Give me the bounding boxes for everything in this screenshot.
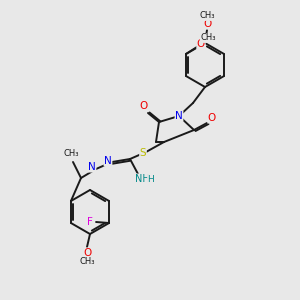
- Text: O: O: [203, 19, 211, 29]
- Text: O: O: [140, 101, 148, 111]
- Text: O: O: [83, 248, 91, 258]
- Text: N: N: [88, 162, 96, 172]
- Text: H: H: [148, 175, 154, 184]
- Text: O: O: [197, 39, 205, 49]
- Text: O: O: [208, 113, 216, 123]
- Text: N: N: [175, 111, 183, 121]
- Text: N: N: [104, 156, 112, 166]
- Text: CH₃: CH₃: [63, 149, 79, 158]
- Text: NH: NH: [135, 174, 149, 184]
- Text: CH₃: CH₃: [200, 34, 216, 43]
- Text: S: S: [140, 148, 146, 158]
- Text: F: F: [87, 217, 93, 227]
- Text: CH₃: CH₃: [79, 256, 95, 266]
- Text: CH₃: CH₃: [199, 11, 215, 20]
